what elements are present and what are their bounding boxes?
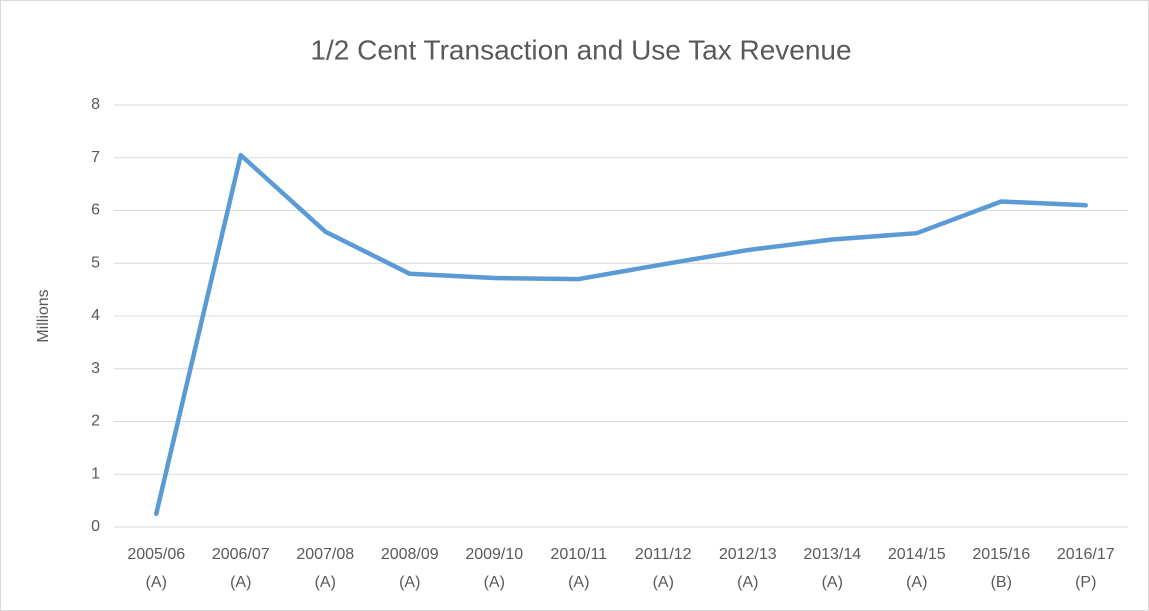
y-tick-label: 1 [91, 465, 100, 482]
y-tick-label: 3 [91, 360, 100, 377]
line-series [154, 152, 1088, 517]
x-tick-label: 2007/08 [296, 546, 354, 563]
x-tick-label: (A) [399, 574, 420, 591]
x-tick-label: 2010/11 [550, 546, 607, 563]
x-tick-label: (A) [906, 574, 927, 591]
y-tick-label: 8 [91, 96, 100, 113]
x-tick-label: (A) [568, 574, 589, 591]
x-tick-label: 2013/14 [803, 546, 861, 563]
x-tick-label: (A) [146, 574, 167, 591]
y-tick-label: 5 [91, 254, 100, 271]
x-tick-label: 2015/16 [972, 546, 1030, 563]
x-tick-label: 2014/15 [888, 546, 946, 563]
x-tick-label: (A) [653, 574, 674, 591]
chart-title: 1/2 Cent Transaction and Use Tax Revenue [310, 34, 851, 65]
y-tick-label: 4 [91, 307, 100, 324]
x-tick-label: (P) [1075, 574, 1096, 591]
y-tick-label: 0 [91, 518, 100, 535]
x-tick-label: (A) [484, 574, 505, 591]
x-tick-label: 2006/07 [212, 546, 270, 563]
y-tick-label: 2 [91, 413, 100, 430]
x-tick-label: 2009/10 [465, 546, 523, 563]
x-tick-label: 2008/09 [381, 546, 439, 563]
x-tick-label: (A) [737, 574, 758, 591]
x-tick-label: (A) [230, 574, 251, 591]
x-tick-label: 2012/13 [719, 546, 777, 563]
x-tick-label: 2005/06 [127, 546, 185, 563]
x-tick-label: (A) [822, 574, 843, 591]
y-axis-label: Millions [35, 289, 52, 342]
y-tick-label: 6 [91, 202, 100, 219]
x-tick-label: (B) [991, 574, 1012, 591]
x-tick-label: 2011/12 [635, 546, 692, 563]
y-tick-label: 7 [91, 149, 100, 166]
x-tick-label: 2016/17 [1057, 546, 1115, 563]
x-tick-label: (A) [315, 574, 336, 591]
